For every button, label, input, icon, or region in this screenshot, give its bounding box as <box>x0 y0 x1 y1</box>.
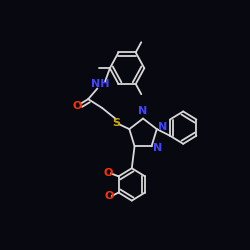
Text: O: O <box>73 100 82 110</box>
Text: N: N <box>138 106 148 116</box>
Text: O: O <box>104 191 114 201</box>
Text: N: N <box>158 122 168 132</box>
Text: S: S <box>112 118 120 128</box>
Text: O: O <box>103 168 113 178</box>
Text: NH: NH <box>92 80 110 90</box>
Text: N: N <box>153 143 162 153</box>
